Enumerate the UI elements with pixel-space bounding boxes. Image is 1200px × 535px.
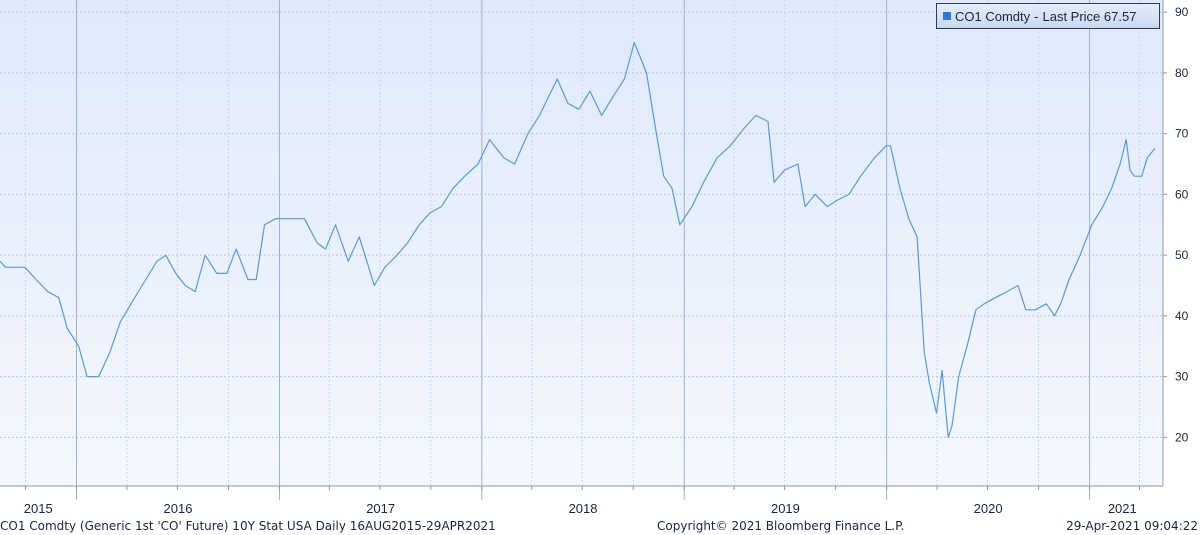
y-axis-ticks: 20 30 40 50 60 70 80 90: [1163, 5, 1189, 444]
y-tick-label: 40: [1175, 309, 1189, 323]
grid-lines: [0, 0, 1163, 486]
footer-security-info: CO1 Comdty (Generic 1st 'CO' Future) 10Y…: [0, 519, 496, 533]
legend-box[interactable]: CO1 Comdty - Last Price 67.57: [936, 3, 1160, 29]
y-tick-label: 30: [1175, 370, 1189, 384]
x-tick-label: 2021: [1108, 501, 1137, 516]
year-separators: [76, 0, 1091, 500]
legend-value: 67.57: [1103, 8, 1137, 24]
x-tick-label: 2016: [164, 501, 193, 516]
legend-series: CO1 Comdty: [955, 8, 1031, 24]
legend-swatch: [943, 12, 951, 20]
x-tick-label: 2017: [366, 501, 395, 516]
y-tick-label: 60: [1175, 187, 1189, 201]
x-tick-label: 2018: [569, 501, 598, 516]
legend-separator: -: [1034, 8, 1039, 24]
footer-copyright: Copyright© 2021 Bloomberg Finance L.P.: [657, 519, 905, 533]
y-tick-label: 50: [1175, 248, 1189, 262]
legend-label: Last Price: [1042, 8, 1101, 24]
series-line-co1: [0, 41, 1156, 438]
plot-background: [0, 0, 1163, 486]
x-tick-label: 2020: [974, 501, 1003, 516]
y-tick-label: 20: [1175, 430, 1189, 444]
series-layer: [0, 41, 1156, 438]
x-tick-label: 2019: [771, 501, 800, 516]
y-tick-label: 90: [1175, 5, 1189, 19]
y-tick-label: 80: [1175, 66, 1189, 80]
x-tick-label: 2015: [24, 501, 53, 516]
footer-timestamp: 29-Apr-2021 09:04:22: [1066, 519, 1198, 533]
y-tick-label: 70: [1175, 127, 1189, 141]
x-axis-ticks: 2015 2016 2017 2018 2019 2020 2021: [24, 486, 1140, 516]
